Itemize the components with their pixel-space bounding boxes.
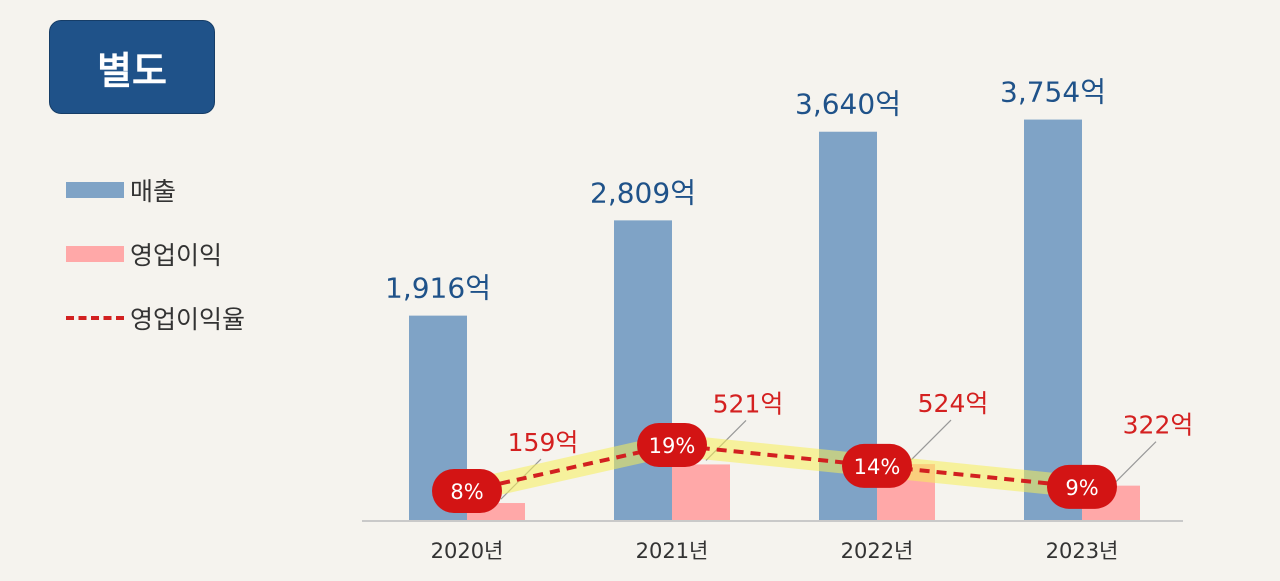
operating-margin-marker	[637, 423, 707, 467]
operating-profit-label: 524억	[918, 389, 989, 418]
x-tick-label: 2022년	[841, 539, 914, 563]
legend-item-operating-profit: 영업이익	[66, 236, 222, 272]
operating-margin-marker	[842, 443, 912, 488]
operating-margin-label: 19%	[649, 434, 696, 458]
legend-swatch-revenue	[66, 182, 124, 198]
operating-profit-leader-line	[1115, 441, 1157, 483]
legend-swatch-operating-profit	[66, 246, 124, 262]
operating-margin-marker	[1047, 464, 1117, 509]
operating-profit-leader-line	[910, 419, 952, 461]
legend-label-revenue: 매출	[130, 177, 177, 206]
revenue-bar	[614, 220, 672, 520]
operating-profit-label: 322억	[1123, 411, 1194, 440]
operating-margin-label: 9%	[1065, 476, 1098, 500]
x-tick-label: 2020년	[431, 539, 504, 563]
operating-margin-label: 8%	[450, 480, 483, 504]
revenue-label: 2,809억	[590, 176, 696, 209]
revenue-bar	[1024, 119, 1082, 520]
legend-item-operating-margin: 영업이익율	[66, 300, 245, 336]
legend-item-revenue: 매출	[66, 172, 176, 208]
revenue-label: 1,916억	[385, 272, 491, 305]
x-tick-label: 2023년	[1046, 539, 1119, 563]
operating-profit-bar	[672, 464, 730, 520]
revenue-label: 3,754억	[1000, 76, 1106, 109]
operating-margin-line	[466, 442, 1083, 493]
segment-badge: 별도	[49, 20, 215, 114]
legend-swatch-operating-margin	[66, 316, 124, 320]
operating-profit-label: 159억	[508, 428, 579, 457]
operating-margin-label: 14%	[854, 455, 901, 479]
operating-profit-label: 521억	[713, 389, 784, 418]
legend-label-operating-margin: 영업이익율	[130, 305, 246, 334]
operating-margin-marker	[432, 469, 502, 513]
legend-label-operating-profit: 영업이익	[130, 241, 223, 270]
x-tick-label: 2021년	[636, 539, 709, 563]
revenue-label: 3,640억	[795, 88, 901, 121]
